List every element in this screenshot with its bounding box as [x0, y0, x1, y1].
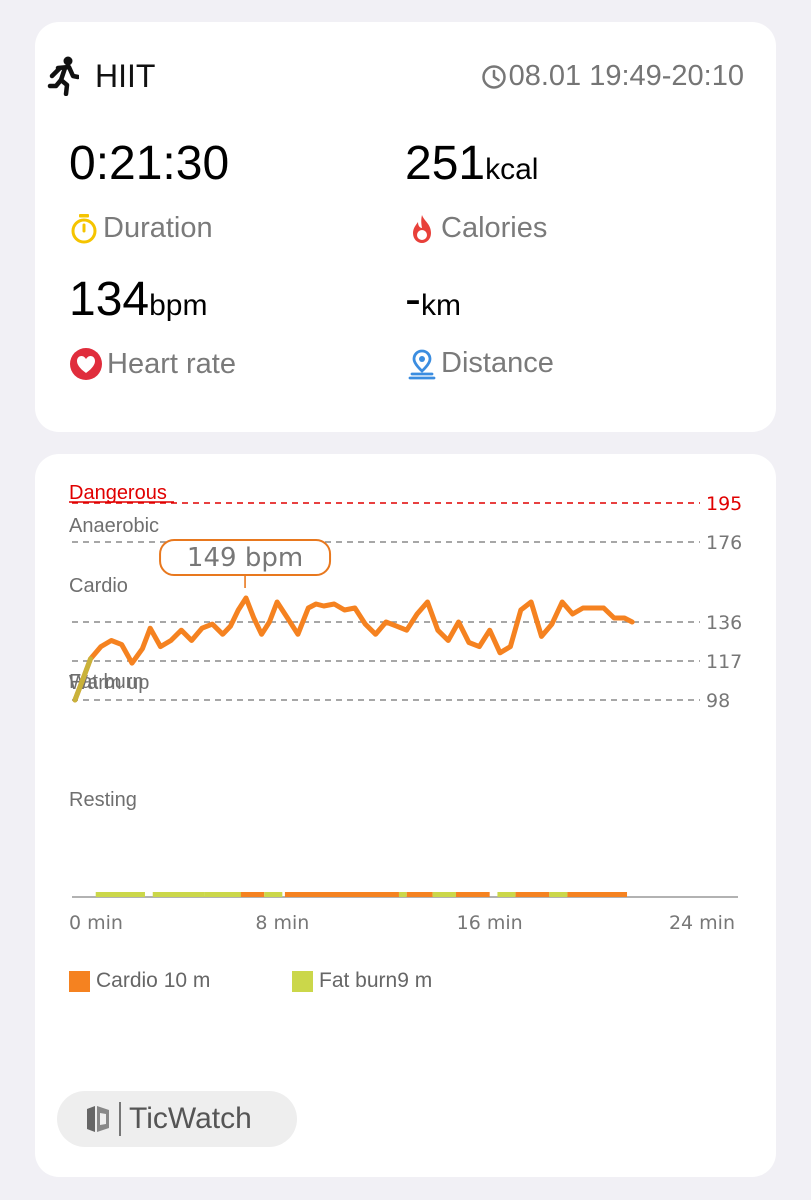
- distance-metric: -km: [405, 274, 461, 326]
- zone-bar-segment: [406, 892, 433, 897]
- zone-name-label: Fat burn: [69, 671, 143, 693]
- zone-bar-segment: [497, 892, 516, 897]
- duration-label-row: Duration: [69, 212, 213, 245]
- zone-bar-segment: [264, 892, 283, 897]
- calories-label: Calories: [441, 212, 548, 244]
- heart-rate-value: 134: [69, 273, 150, 326]
- brand-name: TicWatch: [129, 1102, 252, 1135]
- legend-swatch: [292, 970, 313, 992]
- ticwatch-logo-icon: [87, 1106, 109, 1132]
- heart-rate-chart: 195 Dangerous 176 Anaerobic 136 Cardio 117 Fat …: [69, 482, 742, 934]
- location-pin-icon: [408, 349, 436, 379]
- heart-rate-chart-card: 195 Dangerous 176 Anaerobic 136 Cardio 117 Fat …: [35, 454, 776, 1177]
- duration-metric: 0:21:30: [69, 138, 229, 190]
- heart-rate-line-warmup: [72, 656, 93, 703]
- zone-bar-segment: [398, 892, 407, 897]
- heart-icon: [70, 348, 102, 380]
- ticwatch-brand-badge[interactable]: TicWatch: [57, 1091, 297, 1147]
- zone-threshold-label: 195: [706, 493, 742, 515]
- heart-rate-label-row: Heart rate: [69, 347, 236, 381]
- heart-rate-unit: bpm: [149, 289, 208, 322]
- zone-name-label: Dangerous: [69, 482, 167, 504]
- zone-threshold-label: 176: [706, 532, 742, 554]
- time-range: 08.01 19:49-20:10: [508, 60, 744, 92]
- zone-bar-segment: [455, 892, 490, 897]
- activity-name: HIIT: [95, 58, 156, 94]
- calories-label-row: Calories: [407, 212, 547, 245]
- x-tick-label: 24 min: [669, 912, 735, 934]
- zone-name-label: Anaerobic: [69, 515, 159, 537]
- x-tick-label: 0 min: [69, 912, 123, 934]
- x-tick-label: 8 min: [255, 912, 309, 934]
- distance-label: Distance: [441, 347, 554, 379]
- distance-label-row: Distance: [407, 347, 554, 380]
- zone-name-label: Warm up: [69, 672, 149, 694]
- zone-bar-segment: [284, 892, 399, 897]
- zone-bar-segment: [515, 892, 550, 897]
- heart-rate-metric: 134bpm: [69, 274, 207, 326]
- legend-swatch: [69, 970, 90, 992]
- heart-rate-label: Heart rate: [107, 347, 236, 380]
- zone-bar-segment: [95, 892, 145, 897]
- resting-label: Resting: [69, 789, 137, 811]
- zone-bar-segment: [240, 892, 265, 897]
- calories-metric: 251kcal: [405, 138, 538, 190]
- workout-time: 08.01 19:49-20:10: [481, 60, 744, 93]
- stopwatch-icon: [71, 213, 97, 243]
- zone-threshold-label: 98: [706, 690, 730, 712]
- zone-threshold-label: 136: [706, 612, 742, 634]
- legend-item-fat-burn: Fat burn9 m: [292, 969, 432, 993]
- running-person-icon: [47, 56, 79, 96]
- zone-bar-segment: [432, 892, 456, 897]
- x-tick-label: 16 min: [457, 912, 523, 934]
- distance-value: -: [405, 273, 421, 326]
- brand-divider: [119, 1102, 121, 1136]
- legend-item-cardio: Cardio 10 m: [69, 969, 210, 993]
- zone-name-label: Cardio: [69, 575, 128, 597]
- zone-bar-segment: [549, 892, 568, 897]
- clock-icon: [481, 64, 506, 89]
- legend-label: Fat burn9 m: [319, 969, 433, 992]
- peak-value-label: 149 bpm: [187, 543, 303, 573]
- heart-rate-line: [72, 595, 635, 703]
- distance-unit: km: [420, 289, 461, 322]
- duration-value: 0:21:30: [69, 137, 230, 190]
- calories-value: 251: [405, 137, 486, 190]
- duration-label: Duration: [103, 212, 213, 244]
- zone-bar-segment: [567, 892, 628, 897]
- zone-bar-segment: [152, 892, 205, 897]
- legend-label: Cardio 10 m: [96, 969, 211, 992]
- workout-summary-card: HIIT 08.01 19:49-20:10 0:21:30 Duration …: [35, 22, 776, 432]
- zone-threshold-label: 117: [706, 651, 742, 673]
- flame-icon: [413, 214, 431, 243]
- zone-bar-segment: [204, 892, 244, 897]
- calories-unit: kcal: [485, 153, 539, 186]
- peak-callout-box: [159, 539, 332, 576]
